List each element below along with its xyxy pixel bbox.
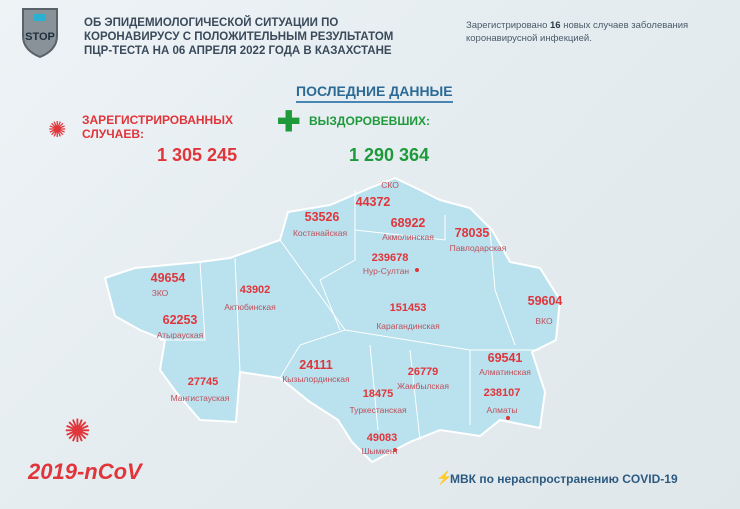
region-value: 238107	[483, 387, 521, 399]
registered-label: ЗАРЕГИСТРИРОВАННЫХ СЛУЧАЕВ:	[82, 113, 233, 141]
region-value: 49083	[366, 432, 398, 444]
region-borders	[160, 190, 540, 441]
region-name: Алматы	[486, 405, 518, 415]
ncov-label: 2019-nCoV	[28, 459, 142, 484]
region-name: Шымкент	[361, 446, 399, 456]
region-name: Жамбылская	[397, 381, 449, 391]
region-value: 24111	[299, 358, 333, 372]
region-value: 53526	[304, 210, 340, 224]
mvk-label: МВК по нераспространению COVID-19	[450, 472, 678, 486]
region-name: Костанайская	[292, 228, 348, 238]
stop-covid-logo: STOP	[20, 6, 60, 59]
region-name: Акмолинская	[382, 232, 434, 242]
region-name: Мангистауская	[170, 393, 230, 403]
region-name: Нур-Султан	[362, 266, 410, 276]
recovered-label: ВЫЗДОРОВЕВШИХ:	[309, 114, 431, 128]
title-line: ПЦР-ТЕСТА НА 06 АПРЕЛЯ 2022 ГОДА В КАЗАХ…	[84, 45, 392, 57]
new-cases-count: 16	[550, 20, 561, 31]
region-value: 27745	[187, 376, 219, 388]
title-line: ОБ ЭПИДЕМИОЛОГИЧЕСКОЙ СИТУАЦИИ ПО	[84, 17, 339, 29]
region-name: Павлодарская	[449, 243, 507, 253]
note-text: Зарегистрировано	[466, 20, 551, 31]
region-name: Карагандинская	[376, 321, 440, 331]
note-text: новых случаев заболевания коронавирусной…	[466, 20, 689, 44]
registered-label-line: ЗАРЕГИСТРИРОВАННЫХ	[82, 113, 233, 127]
region-name: Кызылординская	[282, 374, 350, 384]
recovered-value: 1 290 364	[349, 145, 430, 165]
region-value: 62253	[162, 313, 198, 327]
latest-data-heading: ПОСЛЕДНИЕ ДАННЫЕ	[296, 83, 453, 103]
region-value: 18475	[362, 388, 394, 400]
region-value: 69541	[487, 351, 523, 365]
region-name: Алматинская	[479, 367, 531, 377]
region-value: 78035	[454, 226, 490, 240]
lightning-icon: ⚡	[436, 470, 453, 485]
region-value: 59604	[527, 294, 563, 308]
virus-icon: ✺	[48, 117, 67, 142]
title-line: КОРОНАВИРУСУ С ПОЛОЖИТЕЛЬНЫМ РЕЗУЛЬТАТОМ	[84, 31, 394, 43]
region-value: 239678	[371, 252, 409, 264]
region-name: Атырауская	[156, 330, 204, 340]
region-name: ВКО	[535, 316, 553, 326]
coronavirus-icon: ✺	[64, 413, 91, 449]
new-cases-note: Зарегистрировано 16 новых случаев заболе…	[466, 19, 736, 45]
region-name: Актюбинская	[224, 302, 276, 312]
region-value: 151453	[389, 302, 427, 314]
region-name: Туркестанская	[349, 405, 407, 415]
registered-label-line: СЛУЧАЕВ:	[82, 127, 145, 141]
region-name: ЗКО	[151, 288, 169, 298]
region-value: 44372	[355, 195, 391, 209]
plus-icon: ✚	[277, 106, 301, 137]
region-value: 43902	[239, 284, 271, 296]
map-outline	[103, 176, 562, 464]
registered-value: 1 305 245	[157, 145, 238, 165]
region-value: 49654	[150, 271, 186, 285]
svg-text:STOP: STOP	[25, 31, 55, 43]
region-name: СКО	[381, 180, 399, 190]
region-value: 68922	[390, 216, 426, 230]
region-value: 26779	[407, 366, 439, 378]
page-title: ОБ ЭПИДЕМИОЛОГИЧЕСКОЙ СИТУАЦИИ ПО КОРОНА…	[84, 16, 414, 58]
